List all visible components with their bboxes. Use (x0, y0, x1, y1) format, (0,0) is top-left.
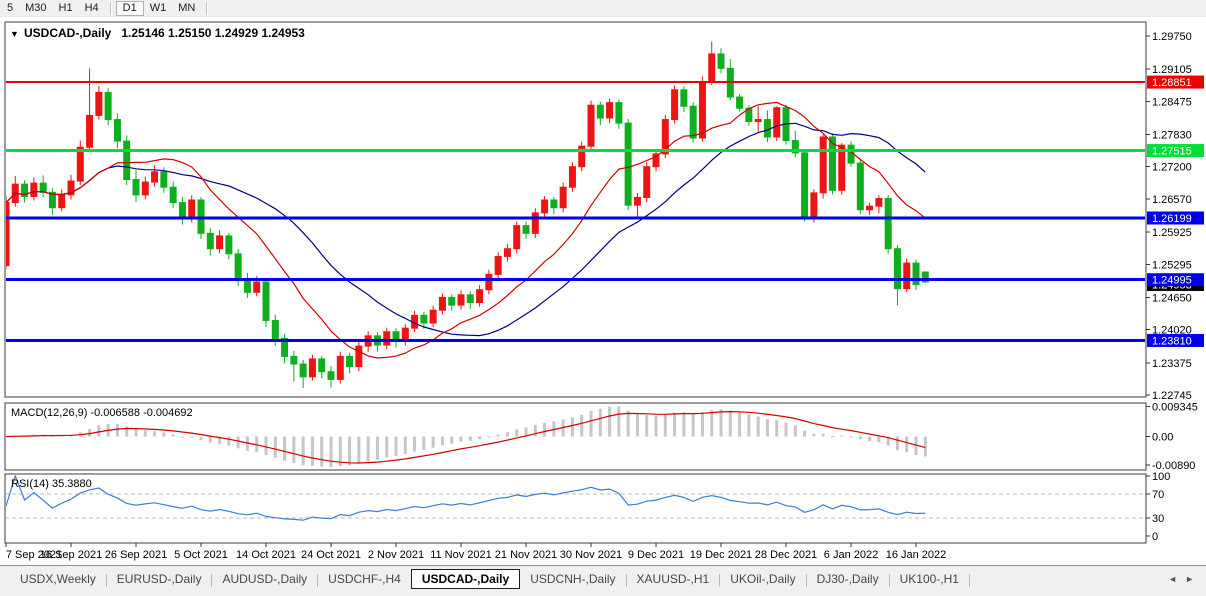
svg-text:1.25925: 1.25925 (1152, 227, 1192, 239)
svg-text:11 Nov 2021: 11 Nov 2021 (430, 549, 492, 561)
svg-text:1.28475: 1.28475 (1152, 96, 1192, 108)
svg-text:26 Sep 2021: 26 Sep 2021 (105, 549, 167, 561)
timeframe-button-m30[interactable]: M30 (25, 1, 47, 14)
tab-usdcnh-daily[interactable]: USDCNH-,Daily (530, 572, 616, 586)
tab-divider (625, 574, 627, 587)
tab-divider (805, 574, 807, 587)
timeframe-button-h1[interactable]: H1 (58, 1, 73, 14)
svg-text:USDCAD-,Daily 1.25146 1.2515: USDCAD-,Daily 1.25146 1.25150 1.24929 1.… (24, 26, 305, 40)
timeframe-toolbar: 5 M30 H1 H4 D1 W1 MN (0, 0, 1206, 17)
svg-text:1.22745: 1.22745 (1152, 390, 1192, 402)
svg-text:16 Jan 2022: 16 Jan 2022 (886, 549, 947, 561)
svg-text:0.009345: 0.009345 (1152, 402, 1198, 414)
toolbar-separator (109, 1, 111, 15)
svg-text:5 Oct 2021: 5 Oct 2021 (174, 549, 228, 561)
tab-usdx-weekly[interactable]: USDX,Weekly (20, 572, 96, 586)
svg-text:1.27200: 1.27200 (1152, 162, 1192, 174)
svg-text:0: 0 (1152, 531, 1158, 543)
svg-text:1.24995: 1.24995 (1152, 275, 1192, 287)
svg-text:30 Nov 2021: 30 Nov 2021 (560, 549, 622, 561)
timeframe-button-w1[interactable]: W1 (149, 1, 167, 14)
svg-text:100: 100 (1152, 471, 1170, 483)
chart-tab-bar: USDX,Weekly EURUSD-,Daily AUDUSD-,Daily … (0, 565, 1206, 596)
toolbar-separator (206, 1, 208, 15)
tab-usdcad-daily[interactable]: USDCAD-,Daily (410, 569, 521, 589)
svg-text:1.27515: 1.27515 (1152, 146, 1192, 158)
timeframe-button-d1[interactable]: D1 (115, 0, 144, 16)
svg-text:1.29105: 1.29105 (1152, 64, 1192, 76)
tab-ukoil-daily[interactable]: UKOil-,Daily (730, 572, 796, 586)
svg-text:0.00: 0.00 (1152, 432, 1173, 444)
tab-divider (105, 574, 107, 587)
svg-text:1.23375: 1.23375 (1152, 358, 1192, 370)
chart-canvas[interactable]: 1.29750 1.29105 1.28475 1.27830 1.27200 1.265… (0, 17, 1206, 565)
svg-text:30: 30 (1152, 513, 1164, 525)
tab-scroll-right-icon[interactable]: ► (1185, 574, 1194, 584)
svg-text:MACD(12,26,9) -0.006588 -0.004: MACD(12,26,9) -0.006588 -0.004692 (11, 407, 193, 419)
svg-text:1.29750: 1.29750 (1152, 31, 1192, 43)
svg-text:1.24650: 1.24650 (1152, 292, 1192, 304)
svg-text:1.25295: 1.25295 (1152, 259, 1192, 271)
svg-text:1.26199: 1.26199 (1152, 213, 1192, 225)
tab-divider (317, 574, 319, 587)
svg-text:RSI(14) 35.3880: RSI(14) 35.3880 (11, 478, 92, 490)
timeframe-button-mn[interactable]: MN (178, 1, 196, 14)
svg-text:70: 70 (1152, 489, 1164, 501)
svg-text:2 Nov 2021: 2 Nov 2021 (368, 549, 424, 561)
tab-eurusd-daily[interactable]: EURUSD-,Daily (116, 572, 202, 586)
svg-text:1.26570: 1.26570 (1152, 194, 1192, 206)
svg-text:19 Dec 2021: 19 Dec 2021 (690, 549, 752, 561)
tab-scroll-left-icon[interactable]: ◄ (1168, 574, 1178, 584)
tab-dj30-daily[interactable]: DJ30-,Daily (816, 572, 879, 586)
svg-text:7 Sep 2021: 7 Sep 2021 (6, 549, 62, 561)
tab-divider (211, 574, 213, 587)
tab-xauusd-h1[interactable]: XAUUSD-,H1 (636, 572, 710, 586)
svg-text:24 Oct 2021: 24 Oct 2021 (301, 549, 361, 561)
svg-text:14 Oct 2021: 14 Oct 2021 (236, 549, 296, 561)
tab-divider (888, 574, 890, 587)
svg-text:▼: ▼ (10, 29, 19, 39)
svg-text:1.24020: 1.24020 (1152, 325, 1192, 337)
timeframe-button-m5[interactable]: 5 (7, 1, 14, 14)
tab-uk100-h1[interactable]: UK100-,H1 (899, 572, 959, 586)
svg-text:28 Dec 2021: 28 Dec 2021 (755, 549, 817, 561)
svg-text:6 Jan 2022: 6 Jan 2022 (824, 549, 878, 561)
tab-usdchf-h4[interactable]: USDCHF-,H4 (328, 572, 401, 586)
tab-divider (968, 574, 970, 587)
svg-text:1.28851: 1.28851 (1152, 77, 1192, 89)
svg-text:16 Sep 2021: 16 Sep 2021 (40, 549, 102, 561)
svg-text:21 Nov 2021: 21 Nov 2021 (495, 549, 557, 561)
svg-text:1.23810: 1.23810 (1152, 335, 1192, 347)
svg-text:1.27830: 1.27830 (1152, 129, 1192, 141)
timeframe-button-h4[interactable]: H4 (84, 1, 99, 14)
tab-divider (719, 574, 721, 587)
svg-text:9 Dec 2021: 9 Dec 2021 (628, 549, 684, 561)
svg-text:-0.00890: -0.00890 (1152, 460, 1195, 472)
tab-audusd-daily[interactable]: AUDUSD-,Daily (222, 572, 308, 586)
